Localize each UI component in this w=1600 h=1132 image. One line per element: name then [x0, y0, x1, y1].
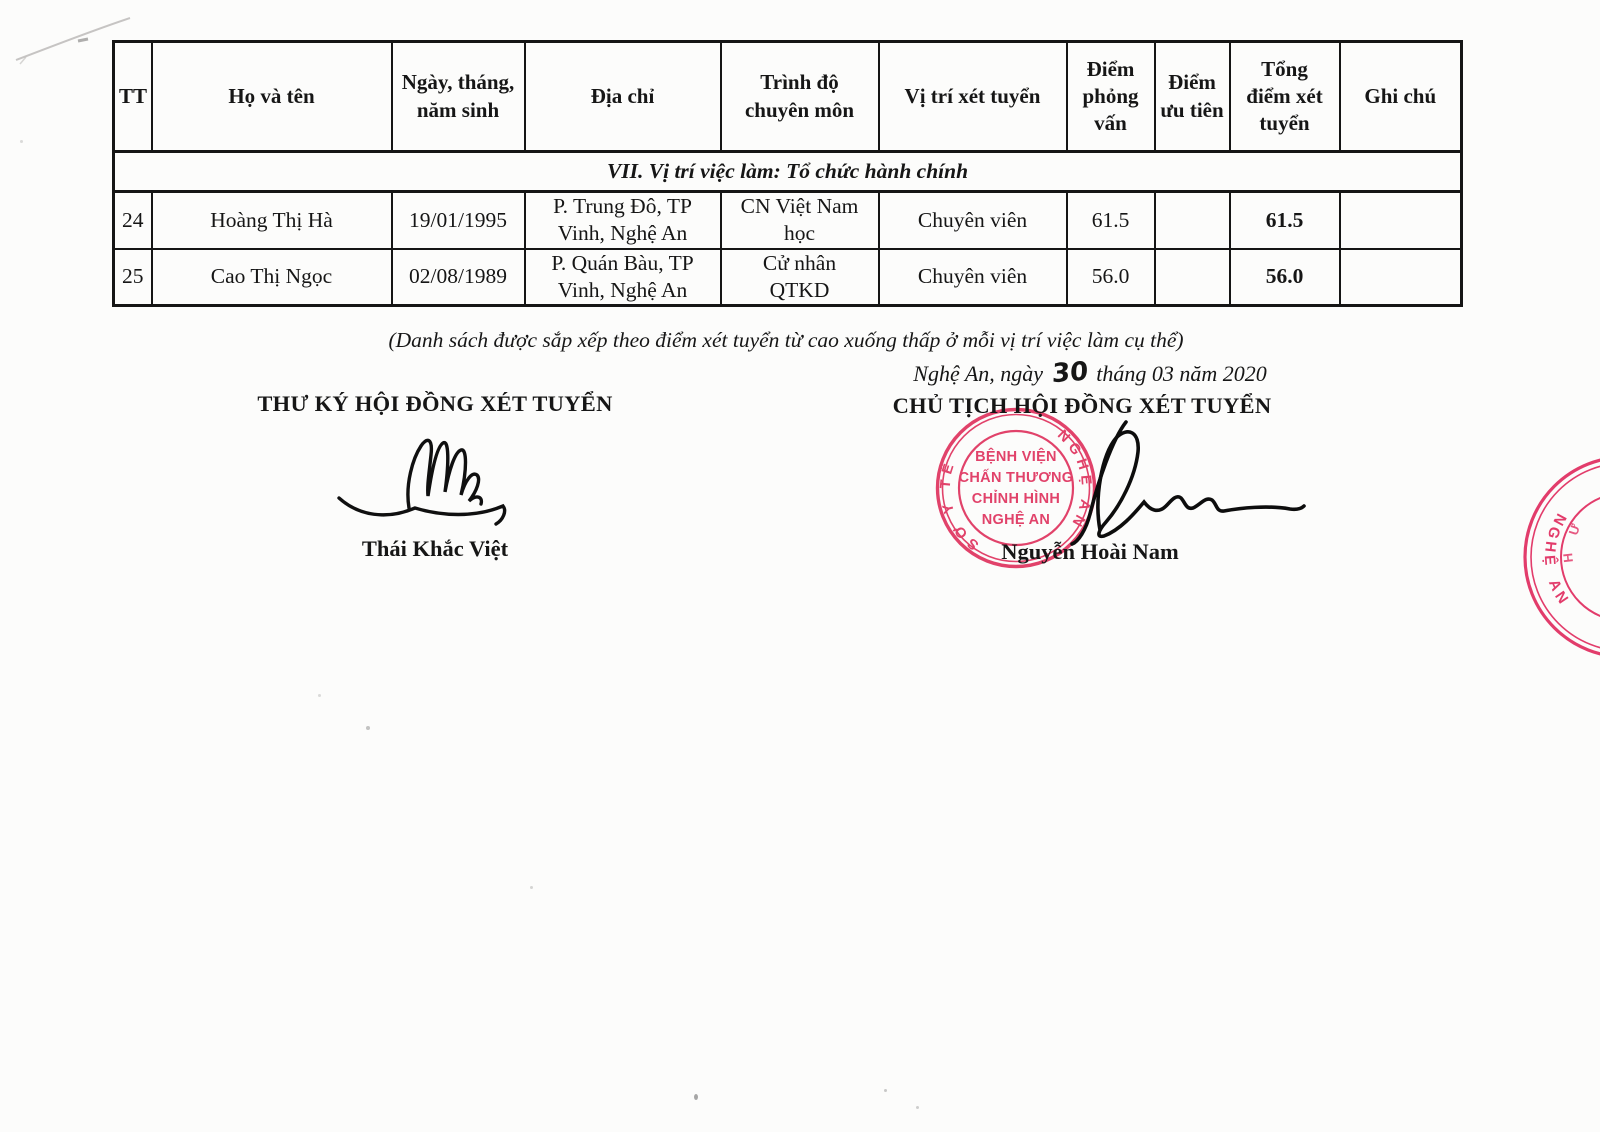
cell-dob: 19/01/1995: [390, 190, 526, 250]
cell-priority-score: [1153, 190, 1231, 250]
cell-qualification: CN Việt Nam học: [719, 190, 880, 250]
hospital-stamp: SỞ Y TẾ NGHỆ AN BỆNH VIỆN CHẤN THƯƠNG CH…: [935, 407, 1097, 569]
chairman-title: CHỦ TỊCH HỘI ĐỒNG XÉT TUYỂN: [892, 393, 1272, 418]
scan-speck: [916, 1106, 919, 1109]
stamp-center-line: CHẤN THƯƠNG: [959, 469, 1074, 486]
edge-stamp-fragment: H: [1560, 552, 1576, 563]
column-header-dob: Ngày, tháng, năm sinh: [390, 40, 526, 153]
cell-interview-score: 56.0: [1065, 247, 1156, 307]
cell-tt: 25: [112, 247, 153, 307]
scan-speck: [366, 726, 370, 730]
scan-speck: [318, 694, 321, 697]
sort-note: (Danh sách được sắp xếp theo điểm xét tu…: [388, 328, 1184, 352]
header-row: TT Họ và tên Ngày, tháng, năm sinh Địa c…: [112, 40, 1463, 153]
column-header-address: Địa chỉ: [523, 40, 722, 153]
cell-qualification: Cử nhân QTKD: [719, 247, 880, 307]
date-suffix: tháng 03 năm 2020: [1096, 361, 1267, 386]
cell-name: Hoàng Thị Hà: [150, 190, 393, 250]
table-row: 24 Hoàng Thị Hà 19/01/1995 P. Trung Đô, …: [112, 190, 1463, 250]
cell-position: Chuyên viên: [877, 247, 1068, 307]
column-header-name: Họ và tên: [150, 40, 393, 153]
cell-name: Cao Thị Ngọc: [150, 247, 393, 307]
scan-speck: [20, 140, 23, 143]
svg-text:AN: AN: [1545, 577, 1574, 610]
table-row: 25 Cao Thị Ngọc 02/08/1989 P. Quán Bàu, …: [112, 247, 1463, 307]
column-header-total-score: Tổng điểm xét tuyển: [1228, 40, 1341, 153]
scan-speck: [884, 1089, 887, 1092]
stamp-center-line: NGHỆ AN: [982, 510, 1050, 528]
column-header-qualification: Trình độ chuyên môn: [719, 40, 880, 153]
column-header-priority-score: Điểm ưu tiên: [1153, 40, 1231, 153]
chairman-signature: [1070, 420, 1306, 546]
column-header-note: Ghi chú: [1338, 40, 1463, 153]
section-title: VII. Vị trí việc làm: Tổ chức hành chính: [112, 150, 1463, 193]
cell-total-score: 56.0: [1228, 247, 1341, 307]
scan-speck: [530, 886, 533, 889]
cell-note: [1338, 190, 1463, 250]
secretary-name: Thái Khắc Việt: [361, 536, 509, 561]
edge-stamp: NGHỆ AN Ư H: [1523, 458, 1600, 656]
column-header-interview-score: Điểm phỏng vấn: [1065, 40, 1156, 153]
cell-address: P. Quán Bàu, TP Vinh, Nghệ An: [523, 247, 722, 307]
edge-stamp-fragment: Ư: [1566, 522, 1584, 537]
date-line: Nghệ An, ngày 30 tháng 03 năm 2020: [890, 356, 1290, 390]
chairman-name: Nguyễn Hoài Nam: [1001, 539, 1179, 564]
edge-stamp-text-lower: AN: [1545, 577, 1570, 610]
cell-position: Chuyên viên: [877, 190, 1068, 250]
date-prefix: Nghệ An, ngày: [913, 361, 1044, 386]
cell-total-score: 61.5: [1228, 190, 1341, 250]
cell-dob: 02/08/1989: [390, 247, 526, 307]
cell-address: P. Trung Đô, TP Vinh, Nghệ An: [523, 190, 722, 250]
stamp-center-line: BỆNH VIỆN: [975, 447, 1057, 465]
cell-priority-score: [1153, 247, 1231, 307]
recruitment-results-table: TT Họ và tên Ngày, tháng, năm sinh Địa c…: [112, 40, 1463, 307]
secretary-title: THƯ KÝ HỘI ĐỒNG XÉT TUYỂN: [257, 391, 613, 416]
pencil-mark: [15, 17, 131, 65]
secretary-signature: [337, 438, 507, 526]
cell-note: [1338, 247, 1463, 307]
cell-interview-score: 61.5: [1065, 190, 1156, 250]
stamp-center-line: CHỈNH HÌNH: [972, 490, 1060, 507]
section-row: VII. Vị trí việc làm: Tổ chức hành chính: [112, 150, 1463, 193]
scan-speck: [694, 1094, 698, 1100]
date-day-handwritten: 30: [1051, 356, 1089, 390]
column-header-tt: TT: [112, 40, 153, 153]
column-header-position: Vị trí xét tuyển: [877, 40, 1068, 153]
cell-tt: 24: [112, 190, 153, 250]
